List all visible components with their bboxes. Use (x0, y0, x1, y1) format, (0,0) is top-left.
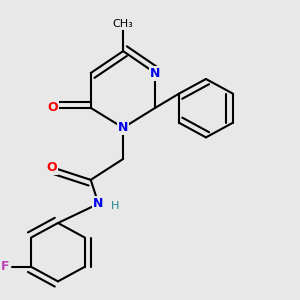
Text: O: O (47, 161, 57, 174)
Text: O: O (47, 101, 58, 114)
Text: F: F (1, 260, 10, 273)
Text: N: N (118, 121, 128, 134)
Text: CH₃: CH₃ (113, 19, 134, 29)
Text: H: H (111, 201, 120, 212)
Text: N: N (150, 67, 160, 80)
Text: N: N (93, 197, 104, 210)
